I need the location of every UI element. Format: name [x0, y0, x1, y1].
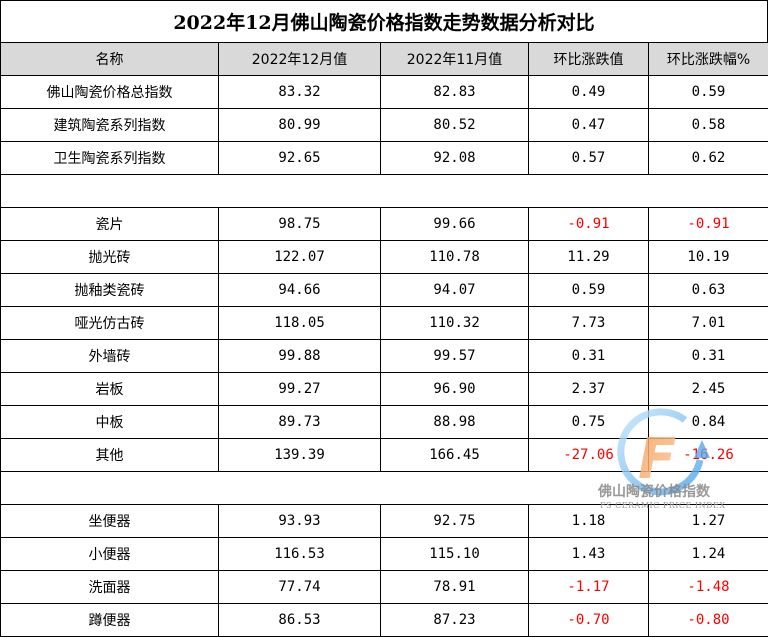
row-name-cell: 蹲便器 [1, 604, 219, 637]
value-cell: 110.32 [381, 307, 529, 340]
value-cell: 11.29 [529, 241, 649, 274]
value-cell: 0.57 [529, 142, 649, 175]
value-cell: 94.66 [219, 274, 381, 307]
value-cell: 0.49 [529, 76, 649, 109]
value-cell: 99.27 [219, 373, 381, 406]
value-cell: 0.59 [529, 274, 649, 307]
value-cell: 10.19 [649, 241, 768, 274]
watermark-subtitle: FS CERAMIC PRICE INDEX [600, 501, 726, 510]
value-cell: 0.47 [529, 109, 649, 142]
watermark-name: 佛山陶瓷价格指数 [598, 481, 710, 501]
row-name-cell: 瓷片 [1, 208, 219, 241]
value-cell: 80.52 [381, 109, 529, 142]
value-cell: 0.75 [529, 406, 649, 439]
value-cell: 94.07 [381, 274, 529, 307]
row-name-cell: 其他 [1, 439, 219, 472]
row-name-cell: 佛山陶瓷价格总指数 [1, 76, 219, 109]
column-header: 环比涨跌值 [529, 43, 649, 76]
value-cell: 2.45 [649, 373, 768, 406]
value-cell: 0.62 [649, 142, 768, 175]
column-header: 环比涨跌幅% [649, 43, 768, 76]
value-cell: 78.91 [381, 571, 529, 604]
value-cell: -16.26 [649, 439, 768, 472]
value-cell: 80.99 [219, 109, 381, 142]
value-cell: -0.80 [649, 604, 768, 637]
value-cell: -0.91 [649, 208, 768, 241]
value-cell: 87.23 [381, 604, 529, 637]
value-cell: 83.32 [219, 76, 381, 109]
value-cell: 82.83 [381, 76, 529, 109]
value-cell: 89.73 [219, 406, 381, 439]
value-cell: 116.53 [219, 538, 381, 571]
row-name-cell: 抛釉类瓷砖 [1, 274, 219, 307]
value-cell: 99.57 [381, 340, 529, 373]
value-cell: 77.74 [219, 571, 381, 604]
row-name-cell: 卫生陶瓷系列指数 [1, 142, 219, 175]
value-cell: 0.31 [529, 340, 649, 373]
row-name-cell: 建筑陶瓷系列指数 [1, 109, 219, 142]
value-cell: 1.43 [529, 538, 649, 571]
value-cell: 99.88 [219, 340, 381, 373]
empty-cell [1, 175, 768, 208]
value-cell: 88.98 [381, 406, 529, 439]
value-cell: 98.75 [219, 208, 381, 241]
value-cell: 7.01 [649, 307, 768, 340]
value-cell: 99.66 [381, 208, 529, 241]
column-header: 2022年12月值 [219, 43, 381, 76]
table-title: 2022年12月佛山陶瓷价格指数走势数据分析对比 [0, 0, 768, 42]
row-name-cell: 坐便器 [1, 505, 219, 538]
value-cell: 0.31 [649, 340, 768, 373]
row-name-cell: 哑光仿古砖 [1, 307, 219, 340]
value-cell: 92.65 [219, 142, 381, 175]
column-header: 名称 [1, 43, 219, 76]
value-cell: 122.07 [219, 241, 381, 274]
row-name-cell: 抛光砖 [1, 241, 219, 274]
value-cell: 0.59 [649, 76, 768, 109]
value-cell: 110.78 [381, 241, 529, 274]
value-cell: -0.70 [529, 604, 649, 637]
value-cell: -1.48 [649, 571, 768, 604]
value-cell: 1.24 [649, 538, 768, 571]
value-cell: 92.08 [381, 142, 529, 175]
value-cell: -0.91 [529, 208, 649, 241]
value-cell: 92.75 [381, 505, 529, 538]
value-cell: 118.05 [219, 307, 381, 340]
value-cell: 96.90 [381, 373, 529, 406]
value-cell: -1.17 [529, 571, 649, 604]
row-name-cell: 岩板 [1, 373, 219, 406]
row-name-cell: 中板 [1, 406, 219, 439]
row-name-cell: 洗面器 [1, 571, 219, 604]
value-cell: 93.93 [219, 505, 381, 538]
value-cell: 7.73 [529, 307, 649, 340]
value-cell: 2.37 [529, 373, 649, 406]
value-cell: 0.84 [649, 406, 768, 439]
value-cell: 0.63 [649, 274, 768, 307]
value-cell: 166.45 [381, 439, 529, 472]
value-cell: 115.10 [381, 538, 529, 571]
group-separator-row [1, 175, 768, 208]
value-cell: 139.39 [219, 439, 381, 472]
row-name-cell: 小便器 [1, 538, 219, 571]
value-cell: 86.53 [219, 604, 381, 637]
row-name-cell: 外墙砖 [1, 340, 219, 373]
value-cell: 0.58 [649, 109, 768, 142]
column-header: 2022年11月值 [381, 43, 529, 76]
value-cell: -27.06 [529, 439, 649, 472]
